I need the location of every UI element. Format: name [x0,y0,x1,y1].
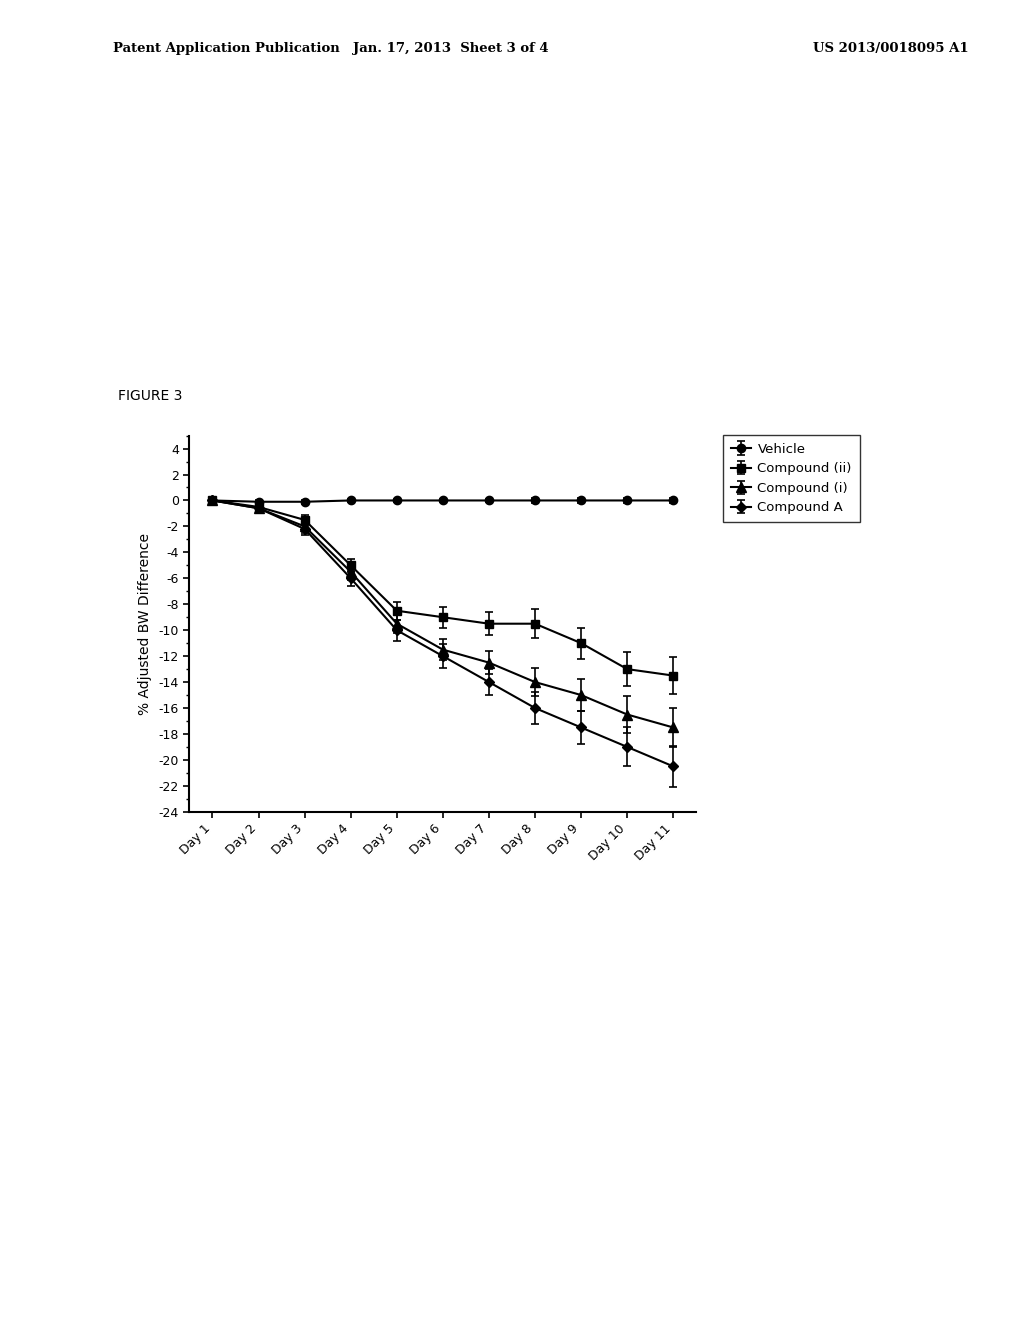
Y-axis label: % Adjusted BW Difference: % Adjusted BW Difference [137,533,152,714]
Text: Jan. 17, 2013  Sheet 3 of 4: Jan. 17, 2013 Sheet 3 of 4 [352,42,549,55]
Text: Patent Application Publication: Patent Application Publication [113,42,339,55]
Legend: Vehicle, Compound (ii), Compound (i), Compound A: Vehicle, Compound (ii), Compound (i), Co… [723,434,860,523]
Text: FIGURE 3: FIGURE 3 [118,388,182,403]
Text: US 2013/0018095 A1: US 2013/0018095 A1 [813,42,969,55]
